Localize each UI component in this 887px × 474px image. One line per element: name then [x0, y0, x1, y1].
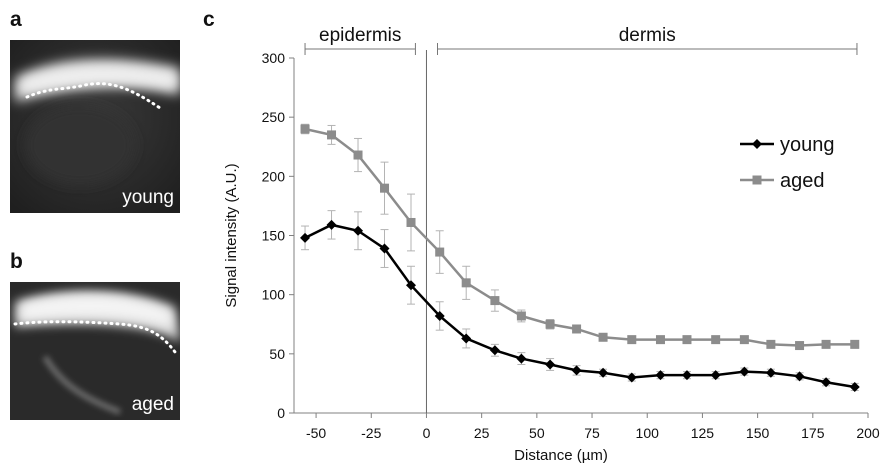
young-point	[626, 372, 637, 383]
aged-point	[795, 341, 805, 351]
panel-b-letter: b	[10, 250, 23, 273]
legend-label-young: young	[780, 134, 835, 156]
young-point	[353, 225, 364, 236]
young-point	[739, 366, 750, 377]
y-tick-label: 0	[277, 405, 285, 421]
micrograph-aged-image	[10, 282, 180, 420]
young-point	[300, 232, 311, 243]
x-tick-label: 150	[746, 425, 770, 441]
aged-point	[300, 124, 310, 134]
x-tick-label: 25	[474, 425, 490, 441]
young-point	[406, 280, 417, 291]
aged-point	[461, 278, 471, 288]
aged-point	[627, 335, 637, 345]
x-tick-label: -50	[306, 425, 326, 441]
young-point	[849, 381, 860, 392]
aged-point	[766, 339, 776, 349]
region-label: epidermis	[319, 25, 401, 46]
x-tick-label: 75	[584, 425, 600, 441]
young-point	[461, 333, 472, 344]
aged-point	[406, 217, 416, 227]
region-label: dermis	[619, 25, 676, 46]
aged-point	[545, 319, 555, 329]
aged-point	[380, 183, 390, 193]
young-point	[765, 367, 776, 378]
x-axis-title: Distance (µm)	[514, 447, 608, 464]
y-tick-label: 100	[262, 287, 286, 303]
y-axis-title: Signal intensity (A.U.)	[223, 163, 240, 307]
y-tick-label: 250	[262, 109, 286, 125]
young-series	[300, 210, 860, 392]
y-tick-label: 150	[262, 228, 286, 244]
signal-intensity-chart: 0 50 100 150 200 250 300 -50 -25 0 25 50 75 100 125 150…	[223, 25, 880, 464]
aged-point	[711, 335, 721, 345]
aged-point	[821, 339, 831, 349]
x-tick-label: -25	[361, 425, 381, 441]
young-point	[326, 219, 337, 230]
aged-point	[739, 335, 749, 345]
x-tick-label: 50	[529, 425, 545, 441]
young-point	[681, 370, 692, 381]
x-tick-label: 200	[856, 425, 880, 441]
aged-point	[516, 311, 526, 321]
young-point	[545, 359, 556, 370]
aged-point	[490, 296, 500, 306]
micrograph-aged: aged	[10, 282, 180, 420]
young-point	[434, 310, 445, 321]
x-tick-label: 125	[691, 425, 715, 441]
aged-series	[300, 123, 860, 351]
aged-point	[682, 335, 692, 345]
micrograph-young-image	[10, 40, 180, 213]
panel-c-letter: c	[203, 8, 215, 31]
x-tick-label: 0	[423, 425, 431, 441]
young-point	[489, 345, 500, 356]
young-point	[516, 353, 527, 364]
panel-a-letter: a	[10, 8, 22, 31]
micrograph-aged-label: aged	[131, 394, 174, 415]
micrograph-young-label: young	[122, 187, 174, 208]
y-tick-label: 300	[262, 50, 286, 66]
x-tick-label: 175	[801, 425, 825, 441]
aged-point	[353, 150, 363, 160]
legend-label-aged: aged	[780, 170, 825, 192]
aged-line	[304, 127, 855, 347]
young-point	[794, 371, 805, 382]
micrograph-young: young	[10, 40, 180, 213]
young-point	[821, 377, 832, 388]
legend-marker-aged	[752, 175, 762, 185]
young-point	[655, 370, 666, 381]
y-tick-label: 200	[262, 168, 286, 184]
y-tick-label: 50	[269, 346, 285, 362]
aged-point	[327, 130, 337, 140]
legend-marker-young	[752, 139, 762, 149]
aged-point	[572, 324, 582, 334]
aged-point	[850, 339, 860, 349]
x-tick-label: 100	[636, 425, 660, 441]
young-point	[571, 365, 582, 376]
young-point	[710, 370, 721, 381]
aged-point	[435, 247, 445, 257]
aged-point	[598, 332, 608, 342]
aged-point	[655, 335, 665, 345]
young-point	[379, 243, 390, 254]
young-point	[598, 367, 609, 378]
